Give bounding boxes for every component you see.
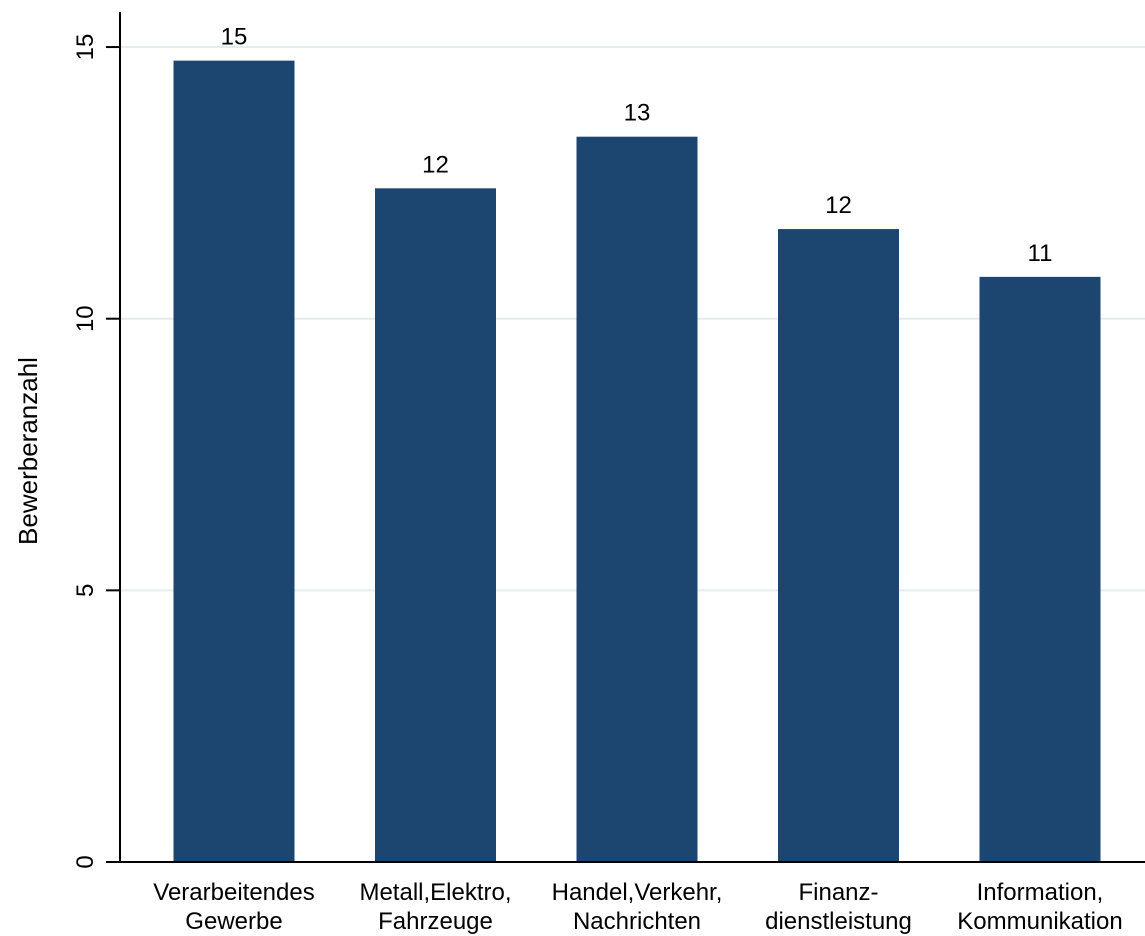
- category-label: Kommunikation: [957, 908, 1122, 935]
- bar-value-label: 12: [422, 151, 449, 178]
- bar: [576, 136, 698, 862]
- bars: [173, 60, 1101, 863]
- bar: [778, 229, 899, 863]
- bar-value-label: 15: [221, 24, 248, 51]
- bar: [979, 276, 1101, 862]
- category-label: Metall,Elektro,: [359, 879, 511, 906]
- category-label: Verarbeitendes: [153, 879, 314, 906]
- y-tick-label: 15: [72, 34, 99, 61]
- bar: [173, 60, 295, 862]
- axes: [106, 12, 1145, 863]
- category-label: dienstleistung: [765, 908, 912, 935]
- bar-value-label: 11: [1028, 240, 1053, 267]
- category-label: Gewerbe: [185, 908, 282, 935]
- category-label: Nachrichten: [573, 908, 701, 935]
- bar: [375, 188, 496, 863]
- category-label: Handel,Verkehr,: [552, 879, 723, 906]
- category-label: Information,: [977, 879, 1104, 906]
- category-label: Fahrzeuge: [378, 908, 493, 935]
- y-tick-label: 5: [72, 584, 99, 597]
- y-tick-label: 10: [72, 305, 99, 332]
- y-tick-label: 0: [72, 855, 99, 868]
- bar-value-label: 13: [624, 100, 651, 127]
- category-label: Finanz-: [798, 879, 878, 906]
- bar-value-label: 12: [825, 192, 852, 219]
- y-axis-title: Bewerberanzahl: [13, 357, 43, 545]
